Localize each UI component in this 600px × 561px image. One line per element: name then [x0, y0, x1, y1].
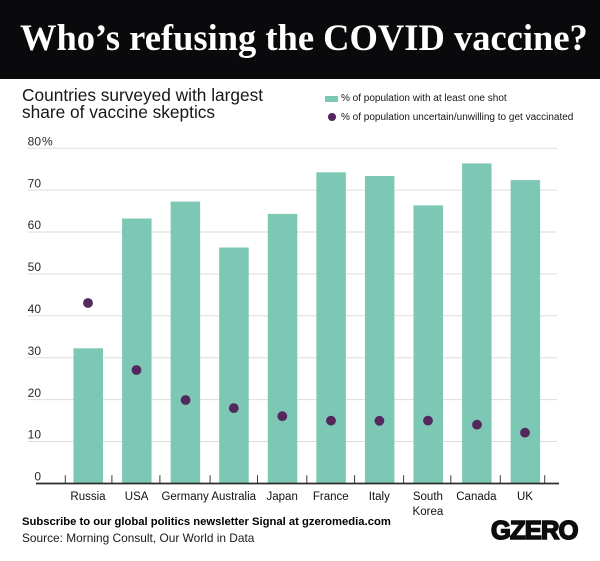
svg-text:Germany: Germany: [161, 491, 209, 503]
svg-text:Australia: Australia: [211, 491, 256, 503]
svg-text:40: 40: [28, 302, 42, 316]
svg-text:France: France: [313, 491, 349, 503]
svg-text:UK: UK: [517, 491, 533, 503]
svg-text:South: South: [413, 491, 443, 503]
svg-text:80: 80: [28, 134, 42, 148]
svg-text:60: 60: [28, 218, 42, 232]
svg-text:10: 10: [28, 428, 42, 442]
svg-text:Canada: Canada: [456, 491, 497, 503]
svg-text:0: 0: [34, 470, 41, 484]
svg-text:Korea: Korea: [413, 506, 444, 518]
svg-text:50: 50: [28, 260, 42, 274]
svg-text:Russia: Russia: [70, 491, 106, 503]
svg-text:%: %: [42, 134, 53, 148]
svg-text:20: 20: [28, 386, 42, 400]
svg-text:Japan: Japan: [267, 491, 298, 503]
svg-text:30: 30: [28, 344, 42, 358]
svg-text:USA: USA: [125, 491, 149, 503]
svg-text:70: 70: [28, 176, 42, 190]
svg-text:Italy: Italy: [369, 491, 390, 503]
